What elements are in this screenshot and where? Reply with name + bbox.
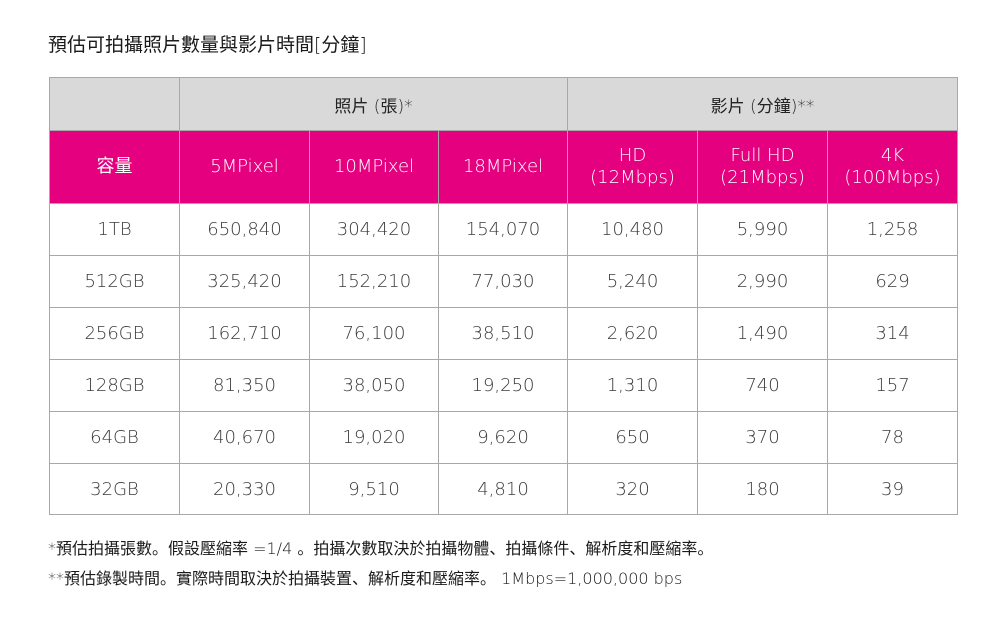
table-cell: 39 xyxy=(827,463,958,515)
table-row: 128GB 81,350 38,050 19,250 1,310 740 157 xyxy=(49,359,958,412)
table-row: 512GB 325,420 152,210 77,030 5,240 2,990… xyxy=(49,255,958,308)
group-header-video: 影片 (分鐘)** xyxy=(567,77,958,131)
capacity-cell: 1TB xyxy=(49,203,180,256)
table-cell: 325,420 xyxy=(179,255,310,308)
table-cell: 1,258 xyxy=(827,203,958,256)
table-cell: 9,510 xyxy=(309,463,439,515)
table-cell: 740 xyxy=(697,359,828,412)
table-cell: 5,240 xyxy=(567,255,698,308)
group-header-empty xyxy=(49,77,180,131)
table-cell: 76,100 xyxy=(309,307,439,360)
table-cell: 81,350 xyxy=(179,359,310,412)
table-cell: 650,840 xyxy=(179,203,310,256)
table-cell: 152,210 xyxy=(309,255,439,308)
table-cell: 320 xyxy=(567,463,698,515)
video-footnote: **預估錄製時間。實際時間取決於拍攝裝置、解析度和壓縮率。 1Mbps=1,00… xyxy=(48,569,683,588)
table-cell: 10,480 xyxy=(567,203,698,256)
photo-footnote: *預估拍攝張數。假設壓縮率 =1/4 。拍攝次數取決於拍攝物體、拍攝條件、解析度… xyxy=(48,539,714,558)
capacity-table: 照片 (張)* 影片 (分鐘)** 容量 5MPixel 10MPixel 18… xyxy=(49,77,958,515)
column-header-4k: 4K (100Mbps) xyxy=(827,130,958,204)
table-cell: 5,990 xyxy=(697,203,828,256)
table-cell: 1,490 xyxy=(697,307,828,360)
table-row: 64GB 40,670 19,020 9,620 650 370 78 xyxy=(49,411,958,464)
table-cell: 154,070 xyxy=(438,203,568,256)
column-header-4k-bitrate: (100Mbps) xyxy=(844,167,941,188)
table-cell: 2,620 xyxy=(567,307,698,360)
column-header-4k-label: 4K xyxy=(880,145,905,166)
column-header-full-hd: Full HD (21Mbps) xyxy=(697,130,828,204)
capacity-cell: 512GB xyxy=(49,255,180,308)
table-cell: 2,990 xyxy=(697,255,828,308)
column-header-full-hd-bitrate: (21Mbps) xyxy=(720,167,805,188)
column-header-full-hd-label: Full HD xyxy=(730,145,795,166)
table-cell: 629 xyxy=(827,255,958,308)
table-row: 1TB 650,840 304,420 154,070 10,480 5,990… xyxy=(49,203,958,256)
table-cell: 370 xyxy=(697,411,828,464)
capacity-cell: 32GB xyxy=(49,463,180,515)
table-cell: 20,330 xyxy=(179,463,310,515)
footnotes: *預估拍攝張數。假設壓縮率 =1/4 。拍攝次數取決於拍攝物體、拍攝條件、解析度… xyxy=(48,534,713,594)
table-row: 256GB 162,710 76,100 38,510 2,620 1,490 … xyxy=(49,307,958,360)
column-header-10mpixel: 10MPixel xyxy=(309,130,439,204)
group-header-row: 照片 (張)* 影片 (分鐘)** xyxy=(49,77,958,131)
column-header-18mpixel: 18MPixel xyxy=(438,130,568,204)
table-row: 32GB 20,330 9,510 4,810 320 180 39 xyxy=(49,463,958,515)
capacity-cell: 128GB xyxy=(49,359,180,412)
table-cell: 78 xyxy=(827,411,958,464)
column-header-hd-label: HD xyxy=(618,145,647,166)
table-cell: 9,620 xyxy=(438,411,568,464)
table-cell: 314 xyxy=(827,307,958,360)
capacity-cell: 64GB xyxy=(49,411,180,464)
table-cell: 304,420 xyxy=(309,203,439,256)
table-cell: 650 xyxy=(567,411,698,464)
table-cell: 40,670 xyxy=(179,411,310,464)
table-cell: 180 xyxy=(697,463,828,515)
table-cell: 38,510 xyxy=(438,307,568,360)
column-header-hd: HD (12Mbps) xyxy=(567,130,698,204)
table-cell: 162,710 xyxy=(179,307,310,360)
table-cell: 4,810 xyxy=(438,463,568,515)
table-cell: 157 xyxy=(827,359,958,412)
capacity-cell: 256GB xyxy=(49,307,180,360)
column-header-row: 容量 5MPixel 10MPixel 18MPixel HD (12Mbps)… xyxy=(49,130,958,204)
group-header-photos: 照片 (張)* xyxy=(179,77,568,131)
table-cell: 1,310 xyxy=(567,359,698,412)
column-header-5mpixel: 5MPixel xyxy=(179,130,310,204)
column-header-hd-bitrate: (12Mbps) xyxy=(590,167,675,188)
column-header-capacity: 容量 xyxy=(49,130,180,204)
table-cell: 19,250 xyxy=(438,359,568,412)
page-title: 預估可拍攝照片數量與影片時間[分鐘] xyxy=(48,34,367,56)
table-cell: 38,050 xyxy=(309,359,439,412)
table-cell: 77,030 xyxy=(438,255,568,308)
table-cell: 19,020 xyxy=(309,411,439,464)
